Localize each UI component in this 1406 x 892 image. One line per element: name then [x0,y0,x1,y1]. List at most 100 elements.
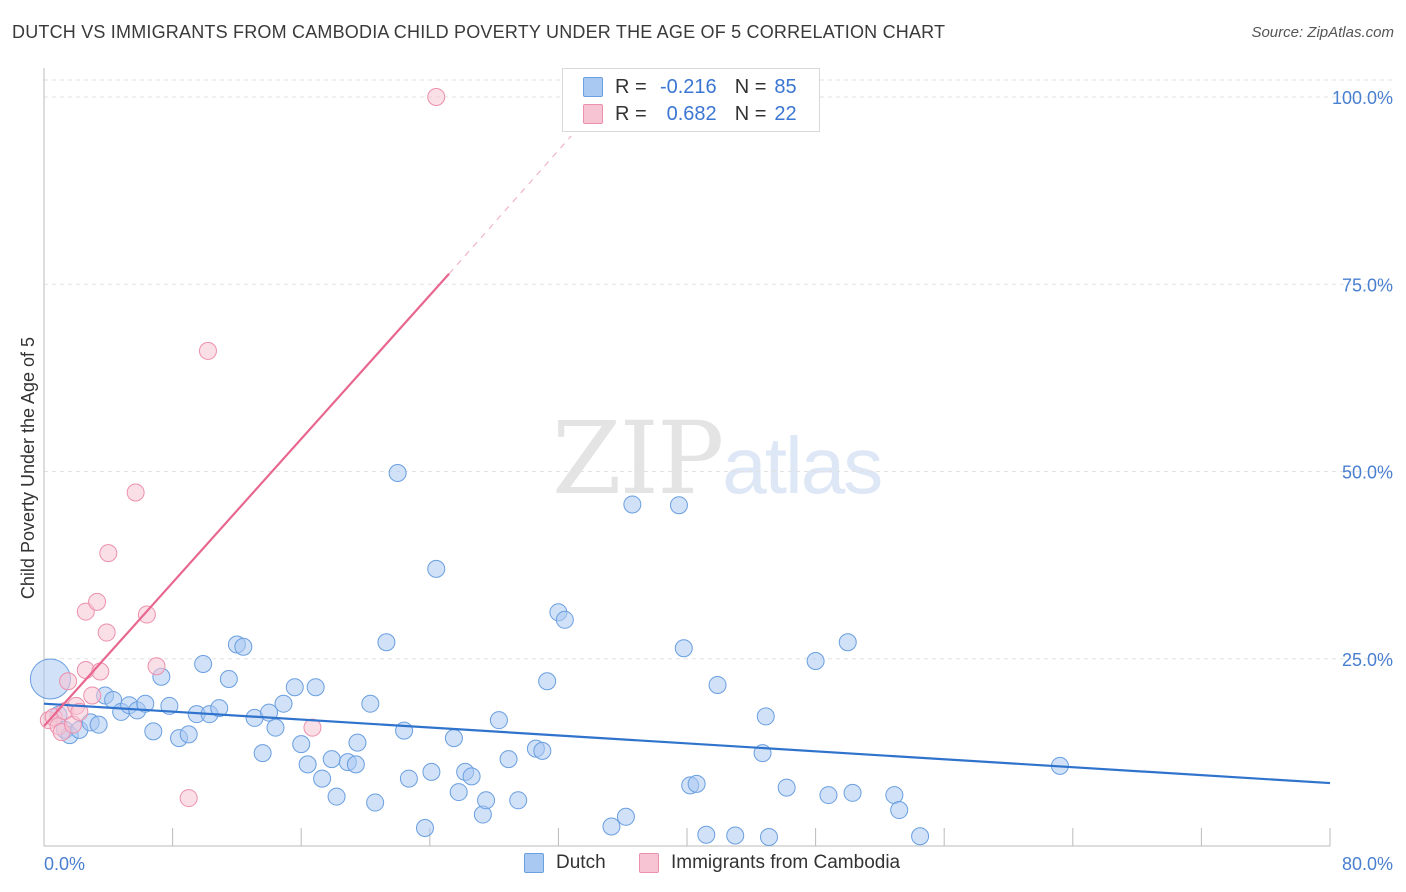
y-axis-label: Child Poverty Under the Age of 5 [18,337,38,599]
cambodia-point [147,657,166,676]
cambodia-point [97,623,116,642]
dutch-point [285,678,304,697]
dutch-point [449,783,468,802]
legend-n-label: N = [734,75,767,98]
y-tick-label: 50.0% [1342,463,1393,483]
dutch-swatch [583,77,603,97]
x-tick-label: 80.0% [1342,854,1393,874]
dutch-point [194,654,213,673]
dutch-point [726,826,745,845]
dutch-point [210,699,229,718]
dutch-point [89,715,108,734]
dutch-point [759,828,778,847]
dutch-point [348,733,367,752]
dutch-point [388,463,407,482]
chart-title: DUTCH VS IMMIGRANTS FROM CAMBODIA CHILD … [12,22,946,42]
dutch-point [427,559,446,578]
dutch-point [838,633,857,652]
legend-n-value: 22 [774,102,797,125]
dutch-point [602,817,621,836]
watermark: ZIPatlas [552,400,883,517]
cambodia-swatch [639,853,659,873]
cambodia-point [198,341,217,360]
cambodia-point [59,672,78,691]
dutch-point [687,774,706,793]
legend-r-value: -0.216 [659,75,717,98]
dutch-point [366,793,385,812]
x-tick-label: 0.0% [44,854,85,874]
dutch-point [777,778,796,797]
legend-item-dutch[interactable]: Dutch [524,852,606,874]
dutch-point [253,744,272,763]
dutch-point [179,725,198,744]
dutch-point [669,496,688,515]
dutch-point [266,718,285,737]
dutch-point [819,786,838,805]
dutch-point [422,762,441,781]
watermark-atlas: atlas [722,421,883,510]
dutch-point [499,750,518,769]
dutch-point [674,639,693,658]
dutch-point [616,807,635,826]
y-tick-label: 75.0% [1342,275,1393,295]
dutch-point [538,672,557,691]
dutch-point [890,801,909,820]
dutch-point [136,694,155,713]
dutch-point [399,769,418,788]
legend-n-value: 85 [774,75,797,98]
dutch-point [885,786,904,805]
cambodia-point [70,702,89,721]
legend-label-cambodia: Immigrants from Cambodia [671,852,901,873]
legend-r-value: 0.682 [666,102,717,125]
dutch-point [509,791,528,810]
cambodia-point [99,544,118,563]
legend-label-dutch: Dutch [556,852,606,873]
legend-row-cambodia: R = 0.682 N = 22 [583,102,797,126]
dutch-point [313,769,332,788]
legend-r-label: R = [615,75,647,98]
dutch-point [444,729,463,748]
cambodia-point [427,88,446,106]
dutch-point [806,651,825,670]
cambodia-point [83,686,102,705]
dutch-point [322,750,341,769]
cambodia-trend-extension [448,135,572,275]
legend-r-label: R = [615,102,647,125]
dutch-point [306,678,325,697]
dutch-point [219,669,238,688]
cambodia-point [88,592,107,611]
dutch-point [533,741,552,760]
y-tick-label: 100.0% [1332,88,1393,108]
cambodia-point [126,483,145,502]
legend-item-cambodia[interactable]: Immigrants from Cambodia [639,852,900,874]
dutch-point [274,694,293,713]
y-tick-label: 25.0% [1342,650,1393,670]
dutch-point [234,637,253,656]
dutch-point [298,755,317,774]
cambodia-point [179,789,198,808]
dutch-point [477,791,496,810]
source-label: Source: ZipAtlas.com [1251,24,1394,41]
correlation-legend: R = -0.216 N = 85 R = 0.682 N = 22 [562,68,820,132]
legend-n-label: N = [734,102,767,125]
dutch-point [144,722,163,741]
dutch-point [697,825,716,844]
cambodia-swatch [583,104,603,124]
dutch-point [623,495,642,514]
cambodia-trend-line [43,273,450,727]
series-legend: Dutch Immigrants from Cambodia [0,852,1406,876]
dutch-point [462,767,481,786]
dutch-point [361,694,380,713]
dutch-point [346,755,365,774]
dutch-point [489,711,508,730]
watermark-zip: ZIP [552,400,724,517]
dutch-point [415,819,434,838]
cambodia-point [137,605,156,624]
dutch-point [843,783,862,802]
legend-row-dutch: R = -0.216 N = 85 [583,75,797,99]
dutch-point [327,787,346,806]
dutch-point [555,610,574,629]
dutch-trend-line [43,702,1331,785]
dutch-point [708,675,727,694]
